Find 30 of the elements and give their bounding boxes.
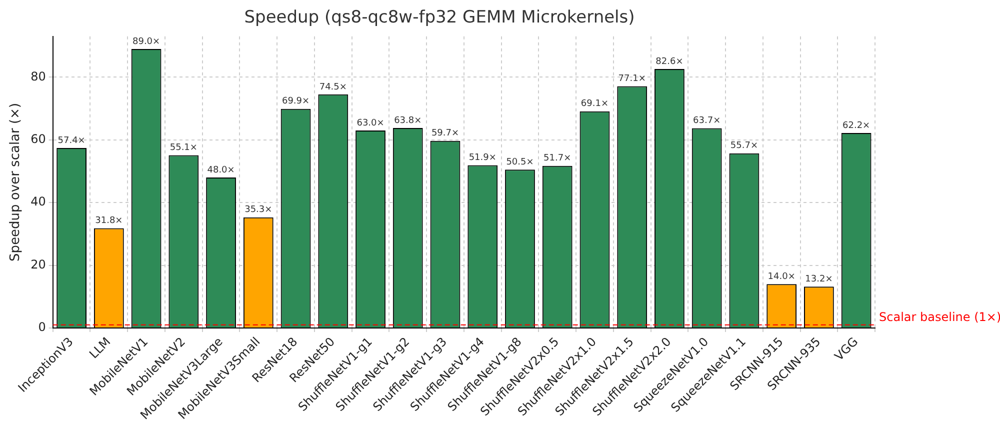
data-label: 63.0× <box>356 118 384 128</box>
data-label: 48.0× <box>207 165 235 176</box>
data-label: 14.0× <box>768 272 796 282</box>
y-tick-label: 40 <box>30 194 46 209</box>
data-label: 82.6× <box>656 56 684 67</box>
data-label: 69.1× <box>580 99 609 110</box>
data-label: 51.9× <box>468 153 496 164</box>
data-label: 31.8× <box>95 216 123 226</box>
data-label: 89.0× <box>132 36 160 47</box>
y-axis-title: Speedup over scalar (×) <box>8 102 24 262</box>
chart-title: Speedup (qs8-qc8w-fp32 GEMM Microkernels) <box>244 8 635 28</box>
y-tick-label: 0 <box>38 320 46 334</box>
data-label: 55.1× <box>170 143 198 154</box>
ref-line-label: Scalar baseline (1×) <box>879 310 1000 324</box>
data-label: 63.7× <box>693 116 721 126</box>
data-label: 69.9× <box>282 96 310 107</box>
y-tick-label: 60 <box>30 132 46 146</box>
data-label: 62.2× <box>842 120 870 131</box>
data-label: 57.4× <box>58 136 86 146</box>
data-label: 63.8× <box>394 116 422 126</box>
data-label: 50.5× <box>506 158 534 168</box>
data-label: 51.7× <box>544 154 572 164</box>
data-label: 74.5× <box>319 82 347 92</box>
data-label: 59.7× <box>431 128 460 139</box>
y-tick-label: 80 <box>30 69 46 84</box>
y-tick-label: 20 <box>30 257 46 272</box>
data-label: 35.3× <box>244 205 272 216</box>
data-label: 77.1× <box>618 74 646 84</box>
data-label: 55.7× <box>730 141 758 152</box>
data-label: 13.2× <box>805 274 833 284</box>
